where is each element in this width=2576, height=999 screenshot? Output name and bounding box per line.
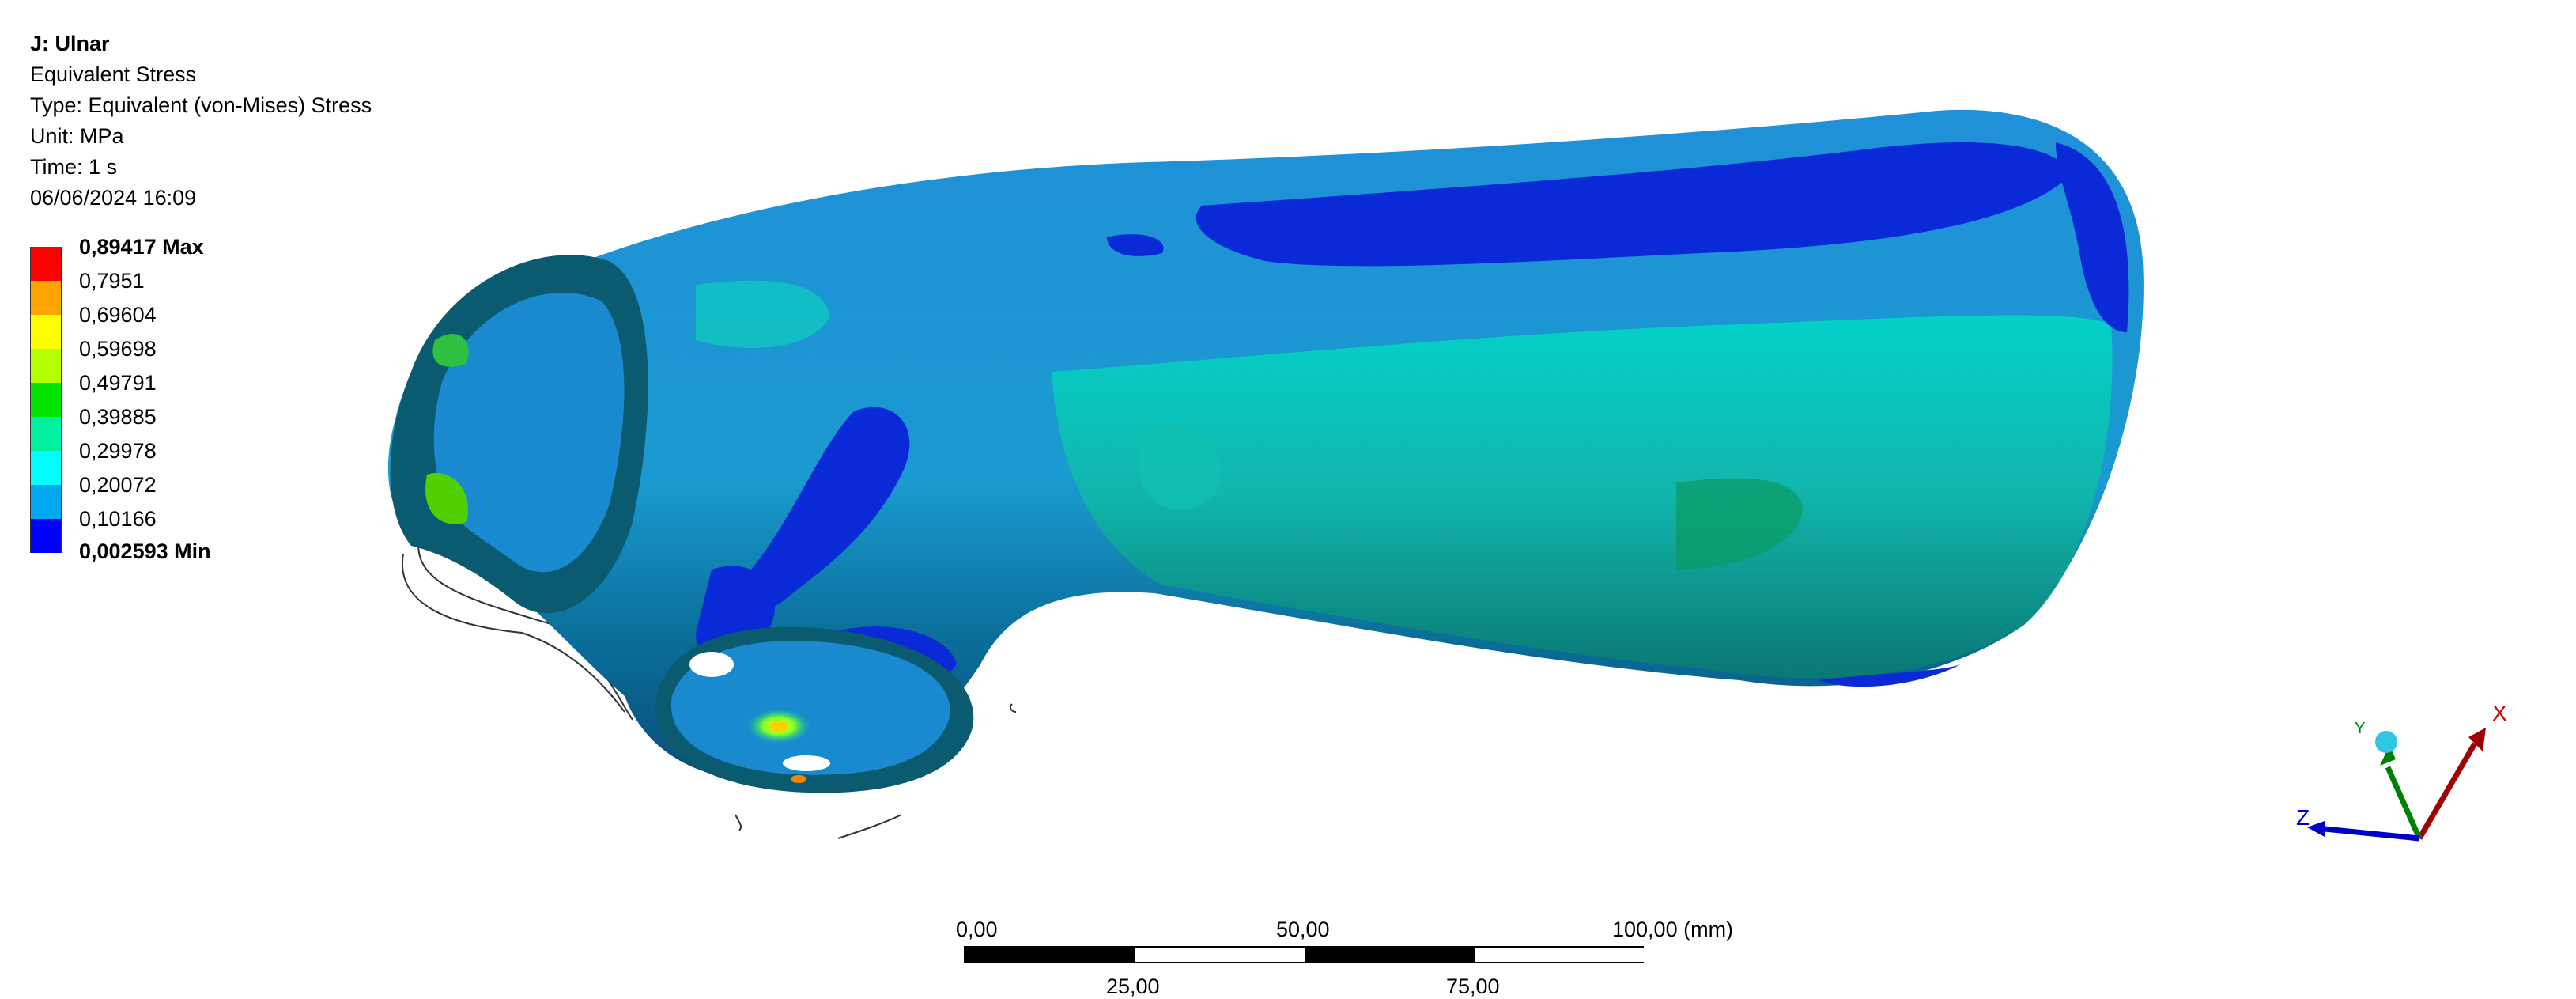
legend-swatch [30,281,62,315]
legend-label: 0,29978 [79,439,157,463]
scale-label-100: 100,00 (mm) [1612,918,1734,941]
legend-swatch [30,417,62,451]
result-date: 06/06/2024 16:09 [30,186,197,210]
legend-max-label: 0,89417 Max [79,235,204,259]
legend-swatch [30,247,62,281]
triad-x-label: X [2492,701,2507,725]
legend-label: 0,20072 [79,473,157,497]
scale-label-25: 25,00 [1106,974,1160,998]
triad-z-label: Z [2296,805,2310,830]
coordinate-triad[interactable]: X Y Z [2261,680,2530,858]
teal-band-mid [1139,422,1221,510]
olecranon-cup [390,255,648,614]
legend-swatch [30,315,62,349]
scale-segment [1305,948,1475,962]
legend-label: 0,10166 [79,507,157,531]
result-unit: Unit: MPa [30,124,124,148]
legend-swatch [30,451,62,485]
scale-segment [1475,948,1645,962]
scale-label-50: 50,00 [1276,918,1330,941]
ring-opening [655,626,974,793]
legend-swatch [30,349,62,383]
scale-segment [965,948,1135,962]
legend-label: 0,7951 [79,269,145,293]
result-info: J: Ulnar Equivalent Stress Type: Equival… [30,28,372,214]
green-band [1676,478,1803,570]
legend-swatch [30,383,62,417]
legend-swatch [30,485,62,519]
legend-swatch [30,519,62,553]
scale-segment [1135,948,1305,962]
legend-min-label: 0,002593 Min [79,539,211,563]
scale-label-0: 0,00 [956,918,998,941]
scale-bar-track [964,946,1645,963]
triad-icon [2307,728,2486,842]
legend-label: 0,39885 [79,405,157,429]
result-title: J: Ulnar [30,32,110,55]
teal-band-upper [696,280,830,348]
triad-y-label: Y [2355,720,2366,737]
result-type: Type: Equivalent (von-Mises) Stress [30,93,372,117]
result-time: Time: 1 s [30,155,118,179]
legend-label: 0,69604 [79,303,157,327]
scale-label-75: 75,00 [1446,974,1500,998]
teal-band-lower [1052,315,2113,679]
legend-label: 0,49791 [79,371,157,395]
legend-label: 0,59698 [79,337,157,361]
result-name: Equivalent Stress [30,62,197,86]
